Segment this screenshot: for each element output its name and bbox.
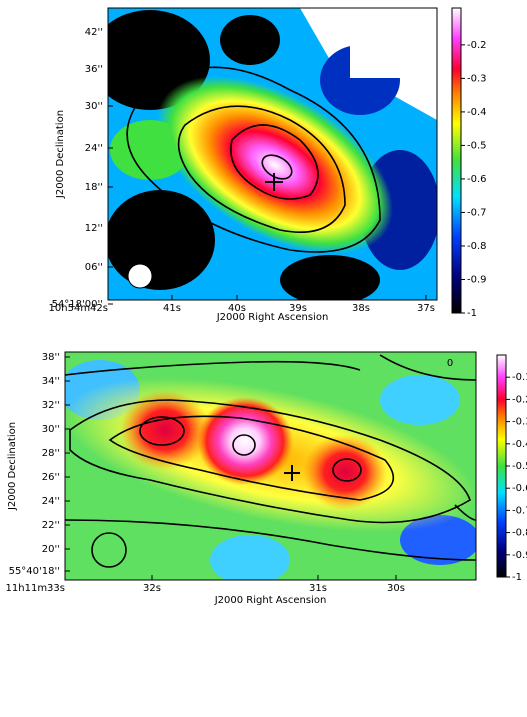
map-image [108, 8, 437, 300]
y-tick-label: 22'' [42, 520, 60, 531]
x-tick-label: 37s [417, 303, 435, 314]
y-axis-label: J2000 Declination [55, 110, 66, 199]
colorbar-tick-label: -0.5 [512, 461, 527, 472]
x-tick-label: 38s [352, 303, 370, 314]
y-tick-label: 55°40'18'' [9, 566, 60, 577]
y-tick-label: 38'' [42, 352, 60, 363]
plot-frame [107, 7, 438, 301]
x-tick-label: 32s [143, 583, 161, 594]
colorbar-tick-label: -0.6 [512, 483, 527, 494]
x-axis-label: J2000 Right Ascension [214, 595, 327, 606]
y-tick-label: 20'' [42, 544, 60, 555]
colorbar-tick-label: -0.2 [467, 40, 487, 51]
y-tick-label: 24'' [42, 496, 60, 507]
colorbar-tick-label: -0.2 [512, 394, 527, 405]
x-tick-label: 30s [387, 583, 405, 594]
x-tick-label: 41s [163, 303, 181, 314]
y-tick-label: 54°18'00'' [52, 299, 103, 310]
colorbar-tick-label: -0.7 [512, 505, 527, 516]
x-tick-label: 40s [228, 303, 246, 314]
y-tick-label: 30'' [85, 101, 103, 112]
y-tick-label: 32'' [42, 400, 60, 411]
y-tick-label: 28'' [42, 448, 60, 459]
colorbar-tick-label: -0.1 [512, 372, 527, 383]
corner-label: 0 [447, 358, 453, 369]
y-axis-label: J2000 Declination [7, 422, 18, 511]
y-tick-label: 24'' [85, 143, 103, 154]
y-tick-label: 18'' [85, 182, 103, 193]
colorbar-tick-label: -0.3 [512, 417, 527, 428]
colorbar-tick-label: -0.5 [467, 140, 487, 151]
colorbar-tick-label: -0.9 [512, 550, 527, 561]
colorbar-tick-label: -0.8 [512, 528, 527, 539]
colorbar-tick-label: -0.4 [512, 439, 527, 450]
colorbar-tick-label: -0.6 [467, 174, 487, 185]
y-tick-label: 06'' [85, 262, 103, 273]
y-tick-label: 42'' [85, 27, 103, 38]
y-tick-label: 12'' [85, 223, 103, 234]
plot-frame [64, 351, 477, 581]
colorbar-tick-label: -1 [512, 572, 522, 583]
y-tick-label: 26'' [42, 472, 60, 483]
colorbar-tick-label: -0.3 [467, 73, 487, 84]
colorbar-tick-label: -1 [467, 308, 477, 319]
y-tick-label: 30'' [42, 424, 60, 435]
map-image [65, 352, 476, 580]
x-tick-label: 39s [289, 303, 307, 314]
x-tick-label: 11h11m33s [6, 583, 65, 594]
colorbar-tick-label: -0.9 [467, 274, 487, 285]
x-axis-label: J2000 Right Ascension [216, 312, 329, 323]
y-tick-label: 36'' [85, 64, 103, 75]
colorbar [451, 7, 462, 314]
colorbar [496, 354, 507, 578]
colorbar-tick-label: -0.7 [467, 207, 487, 218]
y-tick-label: 34'' [42, 376, 60, 387]
colorbar-tick-label: -0.8 [467, 241, 487, 252]
x-tick-label: 31s [309, 583, 327, 594]
colorbar-tick-label: -0.4 [467, 107, 487, 118]
x-tick-label: 10h54m42s [49, 303, 108, 314]
